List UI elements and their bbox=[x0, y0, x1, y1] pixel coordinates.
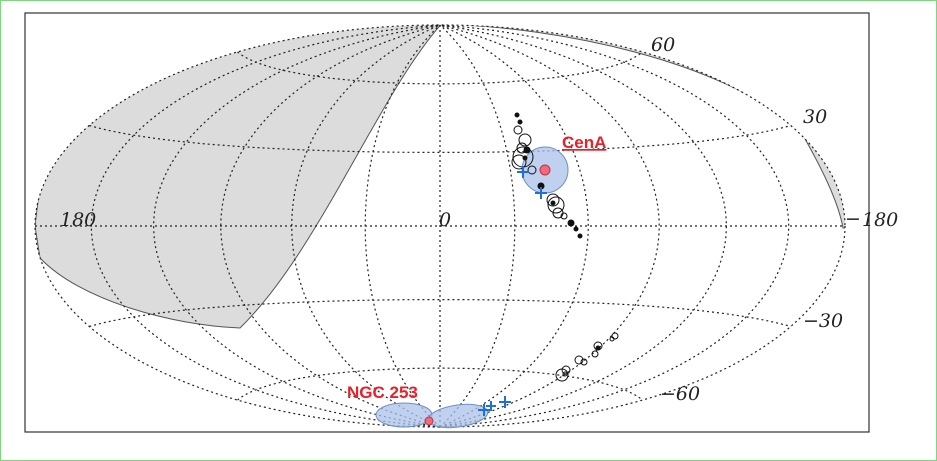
ngc253-marker bbox=[424, 416, 434, 426]
lat-label-minus60: −60 bbox=[660, 383, 700, 405]
meridian-line bbox=[439, 24, 589, 428]
graticule bbox=[35, 24, 845, 428]
meridian-line bbox=[152, 24, 441, 428]
meridian-line bbox=[439, 24, 516, 428]
lon-label-180-left: 180 bbox=[60, 209, 96, 231]
cross-markers bbox=[478, 166, 547, 416]
cena-marker bbox=[539, 164, 551, 176]
lat-label-30: 30 bbox=[803, 106, 827, 128]
event-markers bbox=[511, 112, 619, 382]
lat-label-60: 60 bbox=[651, 34, 675, 56]
parallel-line bbox=[237, 51, 643, 85]
lon-label-180-right-dash: − bbox=[845, 208, 861, 230]
excluded-region-left bbox=[35, 25, 447, 329]
cena-label: CenA bbox=[562, 133, 606, 152]
parallel-line bbox=[89, 299, 791, 328]
ngc253-region-left bbox=[375, 402, 433, 428]
lon-label-0: 0 bbox=[439, 209, 451, 231]
lon-label-180-right: 180 bbox=[862, 209, 898, 231]
ngc253-label: NGC 253 bbox=[347, 383, 418, 402]
meridian-line bbox=[439, 24, 790, 428]
meridian-line bbox=[291, 24, 441, 428]
parallel-line bbox=[89, 124, 791, 153]
sky-boundary bbox=[34, 24, 846, 428]
parallel-line bbox=[237, 367, 643, 401]
lat-label-minus30: −30 bbox=[803, 310, 843, 332]
